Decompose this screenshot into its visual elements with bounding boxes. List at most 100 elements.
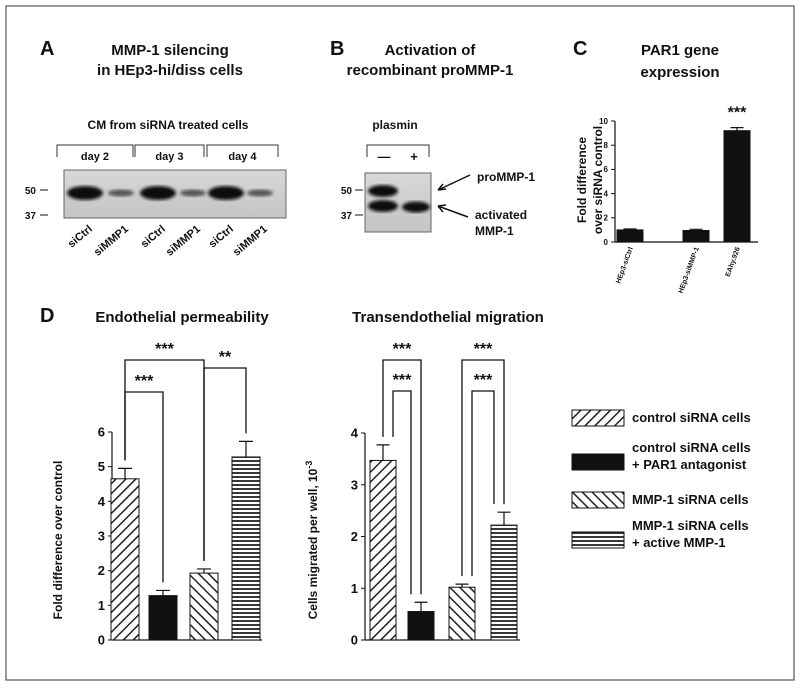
y-tick-label: 6 xyxy=(98,425,105,440)
marker: 37 xyxy=(25,211,37,222)
significance-bracket xyxy=(461,359,505,577)
y-tick-label: 5 xyxy=(98,459,105,474)
lane-label: siMMP1 xyxy=(164,223,203,259)
significance: *** xyxy=(393,341,412,358)
group-label: day 2 xyxy=(81,151,109,163)
bar xyxy=(682,230,710,243)
y-axis-label: Fold difference xyxy=(575,137,589,223)
bar xyxy=(369,459,397,641)
band xyxy=(67,186,103,200)
error-bar xyxy=(239,440,253,457)
y-tick-label: 0 xyxy=(351,633,358,648)
panel-label: B xyxy=(330,38,344,60)
legend-label: control siRNA cells xyxy=(632,440,751,455)
blot-title: recombinant proMMP-1 xyxy=(347,62,514,79)
marker: 50 xyxy=(25,186,37,197)
bar xyxy=(723,130,751,243)
y-tick-label: 4 xyxy=(351,426,359,441)
significance: *** xyxy=(728,105,747,122)
arrow xyxy=(437,174,471,191)
legend-label: MMP-1 siRNA cells xyxy=(632,492,749,507)
error-bar xyxy=(689,228,703,231)
bar xyxy=(490,524,518,641)
band xyxy=(208,186,244,200)
band-label: MMP-1 xyxy=(475,224,514,238)
blot-subtitle: plasmin xyxy=(372,118,417,132)
blot-title: in HEp3-hi/diss cells xyxy=(97,62,243,79)
y-tick-label: 0 xyxy=(604,238,609,247)
chart-title: expression xyxy=(640,64,719,81)
blot-subtitle: CM from siRNA treated cells xyxy=(88,118,249,132)
error-bar xyxy=(156,589,170,596)
bar xyxy=(231,456,261,641)
band-label: activated xyxy=(475,208,527,222)
band xyxy=(108,189,134,197)
error-bar xyxy=(376,444,390,461)
panel-label: D xyxy=(40,305,54,327)
band xyxy=(368,185,398,197)
x-tick-label: EAhy.926 xyxy=(725,246,742,278)
error-bar xyxy=(197,568,211,574)
legend-swatch xyxy=(571,531,625,549)
band xyxy=(368,200,398,212)
frame xyxy=(5,5,795,681)
y-tick-label: 2 xyxy=(604,214,609,223)
blot-title: Activation of xyxy=(385,42,477,59)
significance-bracket xyxy=(471,390,495,577)
bar xyxy=(448,586,476,641)
y-axis-label: Fold difference over control xyxy=(51,461,65,620)
band xyxy=(140,186,176,200)
significance-bracket xyxy=(382,359,422,595)
bar xyxy=(616,229,644,243)
significance: *** xyxy=(474,341,493,358)
legend-label: control siRNA cells xyxy=(632,410,751,425)
chart-title: Transendothelial migration xyxy=(352,309,544,326)
error-bar xyxy=(118,467,132,479)
significance: *** xyxy=(474,372,493,389)
lane-label: siMMP1 xyxy=(92,223,131,259)
panel-label: C xyxy=(573,38,587,60)
y-tick-label: 0 xyxy=(98,633,105,648)
band xyxy=(402,201,430,213)
error-bar xyxy=(623,228,637,230)
chart-title: Endothelial permeability xyxy=(95,309,269,326)
significance-bracket xyxy=(392,390,412,595)
band-label: proMMP-1 xyxy=(477,170,535,184)
significance: *** xyxy=(135,373,154,390)
y-tick-label: 4 xyxy=(98,494,106,509)
error-bar xyxy=(414,601,428,612)
group-bracket xyxy=(134,144,205,157)
y-axis-label: over siRNA control xyxy=(591,126,605,234)
marker: 50 xyxy=(341,186,353,197)
x-tick-label: HEp3-siCtrl xyxy=(615,246,635,284)
marker: 37 xyxy=(341,211,353,222)
y-tick-label: 6 xyxy=(604,165,609,174)
y-tick-label: 4 xyxy=(604,189,609,198)
group-bracket xyxy=(56,144,134,157)
group-label: day 4 xyxy=(228,151,257,163)
bar xyxy=(189,572,219,641)
y-tick-label: 10 xyxy=(599,117,608,126)
significance: *** xyxy=(393,372,412,389)
legend-label: MMP-1 siRNA cells xyxy=(632,518,749,533)
lane-label: siCtrl xyxy=(139,223,168,250)
y-tick-label: 3 xyxy=(98,529,105,544)
legend-swatch xyxy=(571,453,625,471)
bar xyxy=(148,595,178,641)
lane-label: siCtrl xyxy=(66,223,95,250)
y-tick-label: 3 xyxy=(351,477,358,492)
y-axis-label-exponent: -3 xyxy=(304,461,314,469)
significance-bracket xyxy=(124,391,164,583)
band xyxy=(180,189,206,197)
panel-label: A xyxy=(40,38,54,60)
blot-title: MMP-1 silencing xyxy=(111,42,229,59)
y-axis-label: Cells migrated per well, 10-3 xyxy=(304,461,320,620)
lane-label: siMMP1 xyxy=(231,223,270,259)
arrow xyxy=(437,204,469,218)
lane-label: siCtrl xyxy=(207,223,236,250)
legend-label: + PAR1 antagonist xyxy=(632,457,747,472)
y-tick-label: 1 xyxy=(98,598,105,613)
y-tick-label: 1 xyxy=(351,581,358,596)
y-tick-label: 8 xyxy=(604,141,609,150)
y-tick-label: 2 xyxy=(351,529,358,544)
